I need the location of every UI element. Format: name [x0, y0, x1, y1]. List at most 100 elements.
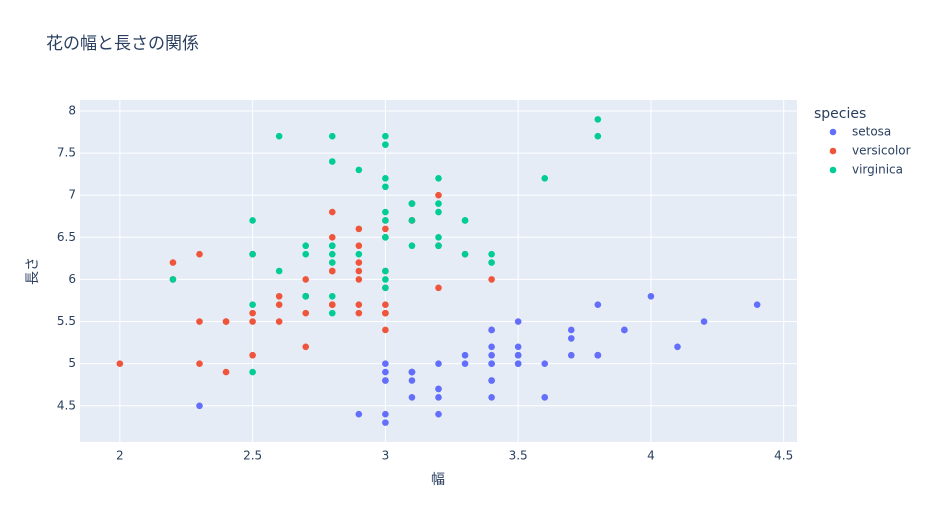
point	[408, 368, 416, 376]
point	[355, 242, 363, 250]
point	[382, 410, 389, 418]
y-tick-label: 8	[68, 103, 76, 117]
point	[435, 191, 442, 199]
y-tick-label: 7	[68, 188, 76, 202]
point	[328, 309, 336, 317]
point	[355, 166, 363, 174]
x-tick-label: 2	[116, 449, 124, 463]
point	[382, 377, 389, 384]
point	[488, 394, 495, 401]
point	[382, 326, 389, 334]
point	[435, 284, 442, 292]
legend-label: versicolor	[852, 144, 911, 158]
point	[275, 132, 283, 140]
point	[355, 267, 363, 275]
point	[196, 402, 203, 410]
point	[594, 132, 602, 140]
point	[700, 318, 708, 325]
point	[382, 419, 389, 426]
point	[302, 276, 310, 283]
point	[461, 360, 469, 367]
point	[461, 250, 469, 258]
legend-label: virginica	[852, 163, 903, 177]
point	[196, 360, 203, 367]
point	[382, 301, 389, 308]
point	[435, 175, 442, 182]
legend-marker	[829, 128, 837, 136]
point	[275, 301, 283, 308]
point	[169, 259, 177, 266]
point	[382, 368, 389, 376]
point	[302, 309, 310, 317]
point	[249, 301, 256, 308]
point	[249, 250, 256, 258]
point	[382, 208, 389, 216]
y-tick-label: 6.5	[57, 230, 76, 244]
point	[488, 276, 495, 283]
chart-title: 花の幅と長さの関係	[46, 34, 199, 54]
point	[302, 292, 310, 300]
x-axis-title: 幅	[431, 472, 445, 488]
point	[382, 175, 389, 182]
x-tick-label: 4	[647, 449, 655, 463]
point	[488, 343, 495, 351]
point	[249, 368, 256, 376]
point	[621, 326, 628, 334]
point	[382, 225, 389, 233]
point	[355, 309, 363, 317]
point	[355, 259, 363, 266]
x-tick-label: 2.5	[243, 449, 262, 463]
point	[435, 410, 442, 418]
point	[249, 309, 256, 317]
point	[382, 234, 389, 241]
point	[408, 377, 416, 384]
point	[328, 208, 336, 216]
point	[488, 250, 495, 258]
point	[328, 234, 336, 241]
point	[408, 394, 416, 401]
point	[328, 301, 336, 308]
point	[488, 351, 495, 359]
point	[541, 394, 549, 401]
point	[382, 132, 389, 140]
point	[328, 158, 336, 165]
plot-background	[80, 100, 797, 442]
point	[196, 250, 203, 258]
y-tick-label: 5.5	[57, 314, 76, 328]
legend-marker	[829, 166, 837, 174]
point	[302, 250, 310, 258]
point	[275, 292, 283, 300]
y-tick-label: 5	[68, 356, 76, 370]
point	[567, 326, 575, 334]
point	[355, 301, 363, 308]
point	[275, 318, 283, 325]
point	[382, 276, 389, 283]
point	[382, 217, 389, 224]
point	[514, 343, 522, 351]
point	[674, 343, 681, 351]
point	[328, 267, 336, 275]
point	[514, 318, 522, 325]
point	[222, 318, 230, 325]
point	[328, 242, 336, 250]
point	[355, 225, 363, 233]
y-tick-label: 4.5	[57, 398, 76, 412]
point	[594, 301, 602, 308]
point	[382, 141, 389, 148]
point	[567, 335, 575, 342]
point	[647, 292, 655, 300]
point	[355, 410, 363, 418]
x-tick-label: 3.5	[509, 449, 528, 463]
point	[488, 377, 495, 384]
legend-label: setosa	[852, 125, 891, 139]
point	[355, 250, 363, 258]
point	[488, 259, 495, 266]
point	[408, 217, 416, 224]
point	[541, 175, 549, 182]
point	[408, 200, 416, 207]
point	[594, 351, 602, 359]
point	[222, 368, 230, 376]
point	[382, 183, 389, 191]
point	[116, 360, 124, 367]
